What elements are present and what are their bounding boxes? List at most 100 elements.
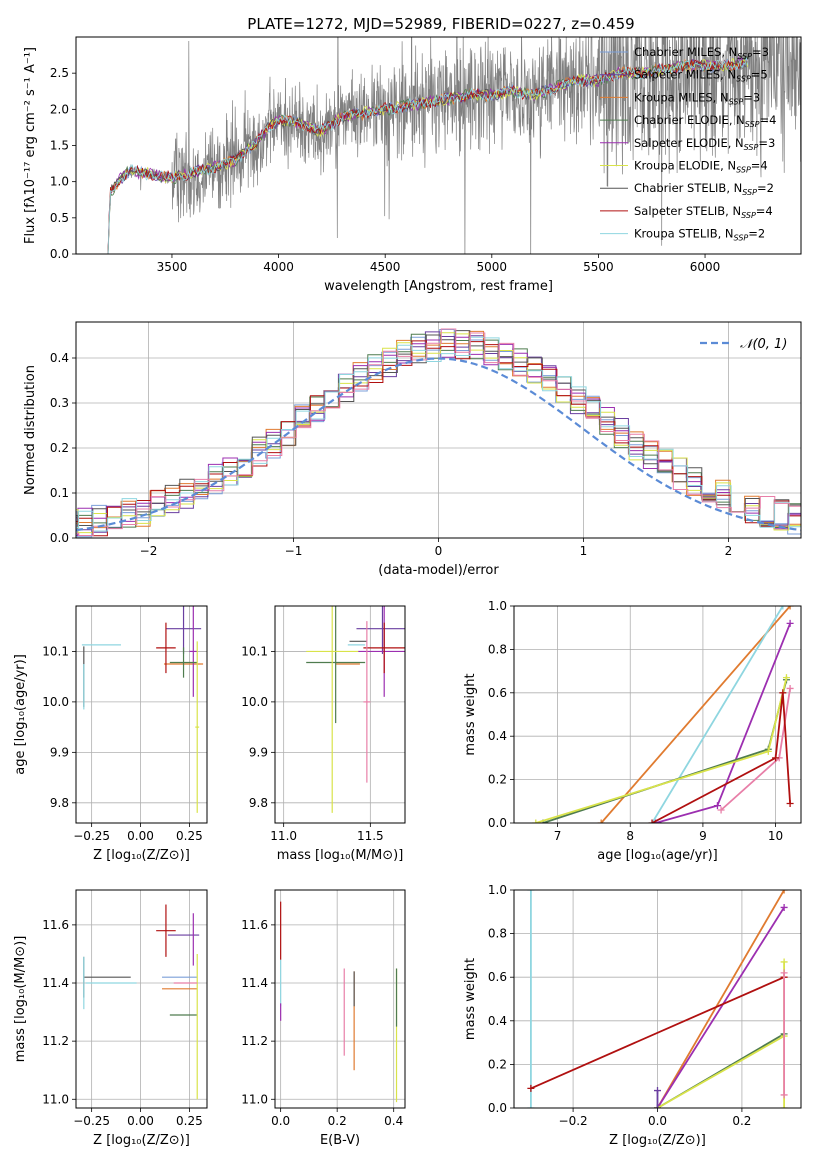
y-axis-label: Normed distribution — [23, 365, 38, 495]
y-tick-label: 0.6 — [488, 970, 507, 984]
weight-series-extra_pink — [717, 684, 794, 814]
y-axis-label: mass [log₁₀(M/M⊙)] — [13, 936, 28, 1063]
y-tick-label: 11.6 — [241, 918, 268, 932]
y-tick-label: 9.9 — [249, 745, 268, 759]
weight-line — [530, 976, 785, 1090]
x-tick-label: 0.2 — [732, 1114, 751, 1128]
x-axis-label: age [log₁₀(age/yr)] — [597, 848, 718, 863]
model-spectrum-kroupa-stelib — [107, 57, 749, 254]
legend-label: Salpeter STELIB, NSSP=4 — [634, 204, 773, 220]
y-tick-label: 0.6 — [488, 686, 507, 700]
y-tick-label: 11.6 — [42, 918, 69, 932]
axes-frame — [274, 889, 406, 1109]
y-tick-label: 11.4 — [42, 976, 69, 990]
errorbar-salpeter-elodie — [189, 606, 198, 697]
legend-label: Chabrier ELODIE, NSSP=4 — [634, 113, 776, 129]
y-tick-label: 0.2 — [488, 1057, 507, 1071]
x-tick-label: 0.0 — [648, 1114, 667, 1128]
x-tick-label: 0 — [435, 544, 443, 558]
x-axis-label: wavelength [Angstrom, rest frame] — [324, 279, 553, 294]
y-tick-label: 0.0 — [488, 1101, 507, 1115]
x-tick-label: 6000 — [690, 260, 721, 274]
y-tick-label: 11.0 — [42, 1092, 69, 1106]
weight-marker — [654, 1104, 661, 1108]
weight-marker — [713, 802, 721, 810]
legend-label: Kroupa STELIB, NSSP=2 — [634, 227, 765, 243]
plot-area — [532, 606, 794, 823]
weight-marker — [786, 619, 794, 627]
x-axis-label: Z [log₁₀(Z/Z⊙)] — [93, 1133, 190, 1148]
x-tick-label: 1 — [580, 544, 588, 558]
axes-overlay: −0.2 0.0 0.2 0.0 0.2 0.4 0.6 0.8 1.0 Z [log₁₀(Z/Z… — [463, 883, 802, 1148]
weight-marker — [786, 799, 794, 807]
weight-series-salpeter-stelib — [648, 689, 794, 823]
y-tick-label: 10.0 — [241, 695, 268, 709]
mass-vs-metallicity-panel: −0.25 0.00 0.25 11.0 11.2 11.4 11.6 Z [log₁₀(Z/… — [13, 889, 208, 1148]
x-axis-label: E(B-V) — [320, 1133, 360, 1148]
x-axis-label: Z [log₁₀(Z/Z⊙)] — [609, 1133, 706, 1148]
errorbar-extra_pink — [363, 621, 371, 783]
y-axis-label: mass weight — [463, 958, 478, 1040]
weight-marker — [597, 819, 605, 823]
plot-area — [306, 606, 405, 813]
y-tick-label: 11.4 — [241, 976, 268, 990]
weight-marker — [648, 819, 656, 823]
weight-series-kroupa-elodie — [532, 674, 790, 823]
x-tick-label: 11.5 — [357, 829, 384, 843]
y-tick-label: 0.4 — [50, 351, 69, 365]
y-tick-label: 1.5 — [50, 139, 69, 153]
normal-distribution-curve — [76, 357, 801, 532]
weight-marker — [527, 1084, 535, 1092]
residuals-panel: −2 −1 0 1 2 0.0 0.1 0.2 0.3 0.4 (data-model)/error… — [23, 321, 802, 578]
y-tick-label: 10.1 — [241, 644, 268, 658]
x-tick-label: 4000 — [263, 260, 294, 274]
mass-weight-vs-age-panel: 7 8 9 10 0.0 0.2 0.4 0.6 0.8 1.0 age [log₁₀(age/yr… — [463, 599, 802, 863]
x-axis-label: mass [log₁₀(M/M⊙)] — [277, 848, 404, 863]
y-axis-label: age [log₁₀(age/yr)] — [13, 654, 28, 775]
residuals-legend: 𝒩(0, 1) — [700, 337, 787, 352]
legend-label: Chabrier MILES, NSSP=3 — [634, 45, 769, 61]
y-tick-label: 10.0 — [42, 695, 69, 709]
figure-title: PLATE=1272, MJD=52989, FIBERID=0227, z=0… — [247, 15, 634, 33]
y-tick-label: 0.0 — [488, 816, 507, 830]
x-tick-label: 0.2 — [328, 1114, 347, 1128]
y-axis-label: Flux [fλ10⁻¹⁷ erg cm⁻² s⁻¹ A⁻¹] — [23, 47, 38, 244]
weight-marker — [780, 969, 788, 977]
x-tick-label: 5000 — [477, 260, 508, 274]
y-axis-label: mass weight — [463, 673, 478, 755]
weight-series-kroupa-miles — [597, 606, 794, 823]
y-tick-label: 9.8 — [249, 796, 268, 810]
y-tick-label: 11.2 — [241, 1034, 268, 1048]
axes-overlay: 0.0 0.2 0.4 11.0 11.2 11.4 11.6 E(B-V) — [241, 889, 406, 1148]
errorbar-chabrier-elodie — [306, 606, 366, 724]
axes-frame — [513, 605, 802, 824]
axes-frame — [75, 605, 208, 824]
y-tick-label: 1.0 — [50, 175, 69, 189]
axes-overlay: 7 8 9 10 0.0 0.2 0.4 0.6 0.8 1.0 age [log₁₀(age/yr… — [463, 599, 802, 863]
x-tick-label: 0.25 — [176, 829, 203, 843]
x-tick-label: 5500 — [583, 260, 614, 274]
plot-area — [76, 328, 801, 538]
weight-line — [600, 606, 791, 823]
legend-label: Kroupa ELODIE, NSSP=4 — [634, 159, 768, 175]
axes-frame — [274, 605, 406, 824]
weight-marker — [780, 1104, 788, 1108]
x-tick-label: 0.0 — [271, 1114, 290, 1128]
errorbar-salpeter-stelib — [156, 904, 176, 957]
plot-area — [81, 606, 204, 813]
x-tick-label: −0.25 — [73, 829, 110, 843]
errorbar-chabrier-elodie — [169, 647, 198, 678]
y-tick-label: 0.0 — [50, 531, 69, 545]
weight-marker — [782, 674, 790, 682]
weight-marker — [780, 958, 788, 966]
x-tick-label: 0.00 — [127, 829, 154, 843]
errorbar-salpeter-miles — [356, 606, 405, 654]
axes-overlay: −0.25 0.00 0.25 9.8 9.9 10.0 10.1 Z [log₁₀(Z/Z⊙… — [13, 605, 208, 863]
y-tick-label: 0.1 — [50, 486, 69, 500]
x-axis-label: Z [log₁₀(Z/Z⊙)] — [93, 848, 190, 863]
weight-marker — [786, 606, 794, 610]
spectrum-panel: 3500 4000 4500 5000 5500 6000 0.0 0.5 1.0 1.5 2.0 2… — [23, 36, 802, 294]
weight-marker — [786, 684, 794, 692]
weight-line — [657, 1035, 785, 1108]
